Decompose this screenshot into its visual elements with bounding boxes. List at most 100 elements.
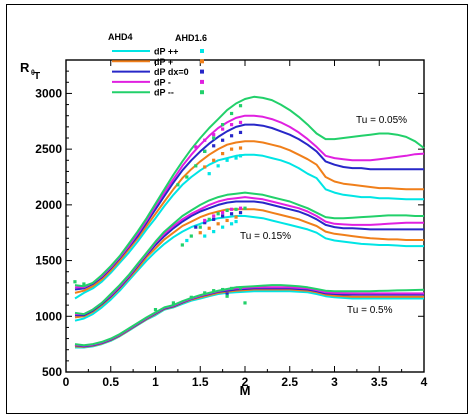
symbol-dp bbox=[207, 172, 211, 176]
symbol-dp bbox=[221, 287, 225, 292]
symbol-dp bbox=[238, 120, 243, 124]
symbol-dp bbox=[225, 218, 229, 223]
symbol-dp-dx-0 bbox=[238, 211, 243, 215]
legend-label-dp: dP -- bbox=[154, 88, 174, 98]
legend-symbol-header: AHD1.6 bbox=[175, 33, 207, 43]
legend-symbol-dp bbox=[200, 59, 204, 64]
symbol-dp bbox=[82, 282, 86, 286]
symbol-dp bbox=[203, 291, 207, 295]
curve-dp-group-1 bbox=[74, 153, 424, 300]
symbol-dp bbox=[212, 214, 216, 218]
symbol-dp bbox=[203, 218, 207, 223]
symbol-dp bbox=[212, 136, 216, 140]
curve-dp-group-1 bbox=[74, 140, 424, 294]
symbol-dp bbox=[238, 104, 243, 108]
symbol-dp bbox=[229, 123, 234, 127]
symbol-dp bbox=[180, 243, 184, 247]
symbol-dp-dx-0 bbox=[203, 221, 207, 225]
symbol-dp-dx-0 bbox=[229, 212, 234, 216]
x-tick-label: 2 bbox=[242, 375, 249, 389]
symbol-dp-dx-0 bbox=[221, 138, 225, 142]
x-tick-label: 3 bbox=[331, 375, 338, 389]
x-tick-label: 4 bbox=[421, 375, 428, 389]
symbol-dp bbox=[212, 133, 216, 137]
symbol-dp bbox=[73, 280, 77, 284]
legend: AHD4 AHD1.6 dP ++dP +dP dx=0dP -dP -- bbox=[108, 32, 207, 98]
symbol-dp bbox=[234, 156, 238, 160]
x-tick-label: 2.5 bbox=[281, 375, 298, 389]
symbol-dp bbox=[221, 211, 225, 215]
x-tick-label: 1.5 bbox=[192, 375, 209, 389]
symbol-dp-dx-0 bbox=[212, 217, 216, 221]
symbol-dp bbox=[185, 238, 189, 243]
symbol-dp-dx-0 bbox=[225, 292, 229, 296]
curve-dp-group-1 bbox=[75, 114, 425, 289]
symbol-dp bbox=[221, 123, 225, 127]
y-axis-title-main: R bbox=[20, 60, 30, 75]
curve-dp-group-2 bbox=[74, 208, 424, 319]
legend-line-header: AHD4 bbox=[108, 32, 133, 42]
y-tick-label: 500 bbox=[42, 365, 62, 379]
symbol-dp bbox=[212, 158, 216, 162]
symbol-dp bbox=[225, 208, 229, 213]
symbol-dp bbox=[229, 111, 234, 116]
y-axis-title-sub: θ bbox=[31, 70, 35, 77]
symbol-dp bbox=[221, 127, 225, 131]
symbol-dp-dx-0 bbox=[221, 214, 225, 218]
symbol-dp bbox=[229, 286, 234, 291]
symbol-dp bbox=[238, 146, 243, 150]
curve-dp-group-2 bbox=[74, 215, 424, 322]
symbol-dp bbox=[238, 206, 243, 210]
y-axis-title: R θ T bbox=[20, 60, 40, 82]
y-tick-label: 1000 bbox=[35, 309, 62, 323]
symbol-dp bbox=[216, 212, 220, 216]
symbol-dp bbox=[216, 222, 220, 226]
symbol-dp bbox=[185, 175, 189, 179]
curve-dp-dx-0-group-1 bbox=[74, 123, 424, 291]
annotation-tu-015: Tu = 0.15% bbox=[240, 231, 291, 242]
symbol-dp bbox=[207, 217, 211, 221]
legend-symbol-dp bbox=[200, 49, 204, 53]
symbol-dp-dx-0 bbox=[212, 144, 216, 148]
y-tick-label: 2000 bbox=[35, 198, 62, 212]
symbol-dp bbox=[198, 231, 202, 235]
symbol-layer bbox=[73, 104, 247, 312]
y-tick-label: 2500 bbox=[35, 142, 62, 156]
symbol-dp bbox=[243, 301, 247, 305]
symbol-dp bbox=[153, 308, 158, 312]
legend-symbol-dp bbox=[200, 79, 204, 84]
legend-label-dp: dP - bbox=[154, 77, 171, 87]
x-tick-label: 0 bbox=[63, 375, 70, 389]
symbol-dp bbox=[221, 225, 225, 229]
symbol-dp bbox=[171, 301, 175, 305]
symbol-dp bbox=[207, 226, 211, 230]
symbol-dp bbox=[225, 294, 229, 298]
curve-layer bbox=[74, 95, 425, 349]
symbol-dp bbox=[198, 225, 202, 229]
symbol-dp bbox=[194, 145, 198, 149]
symbol-dp bbox=[221, 152, 225, 156]
symbol-dp bbox=[234, 215, 238, 219]
curve-dp-group-2 bbox=[74, 191, 424, 316]
tick-layer: 0 0.5 1 1.5 2 2.5 3 3.5 4 500 1000 1500 2000 2500 3000 bbox=[35, 60, 428, 389]
symbol-dp bbox=[212, 289, 216, 293]
symbol-dp-dx-0 bbox=[194, 225, 198, 229]
legend-label-dp-dx-0: dP dx=0 bbox=[154, 67, 189, 77]
x-tick-label: 3.5 bbox=[371, 375, 388, 389]
annotation-tu-05: Tu = 0.5% bbox=[347, 305, 393, 316]
curve-dp-group-3 bbox=[75, 290, 424, 349]
symbol-dp bbox=[194, 164, 198, 168]
symbol-dp bbox=[212, 230, 216, 234]
curve-dp-group-3 bbox=[74, 284, 425, 347]
symbol-dp bbox=[229, 147, 234, 151]
symbol-dp bbox=[176, 183, 180, 187]
symbol-dp bbox=[203, 149, 207, 153]
symbol-dp bbox=[238, 286, 243, 290]
symbol-dp bbox=[216, 164, 220, 168]
y-axis-title-subsub: T bbox=[34, 71, 40, 82]
symbol-dp bbox=[225, 158, 229, 162]
annotation-tu-005: Tu = 0.05% bbox=[356, 115, 407, 126]
symbol-dp bbox=[189, 295, 193, 299]
